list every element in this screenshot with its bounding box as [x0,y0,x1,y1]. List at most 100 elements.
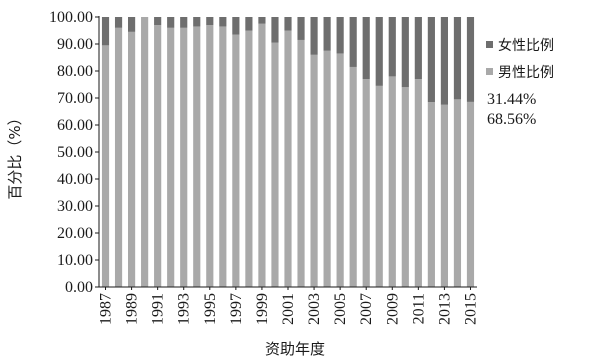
bar-male-2005 [336,53,344,288]
male-share-value: 68.56% [487,111,537,128]
x-tick-label: 2003 [306,293,323,325]
legend: 女性比例 男性比例 [486,31,586,85]
bar-male-2004 [323,50,331,287]
y-axis-title: 百分比（%） [6,110,24,199]
bar-female-1997 [232,17,240,35]
legend-swatch-male [486,68,493,75]
bar-male-1999 [258,23,266,287]
x-tick-label: 2007 [358,293,375,325]
bar-male-2011 [414,79,422,287]
bar-male-2003 [310,54,318,287]
bar-female-2004 [323,17,331,51]
bar-female-1998 [245,17,253,31]
bar-female-2002 [297,17,305,40]
bar-female-1995 [206,17,214,26]
x-tick-label: 1991 [150,293,167,325]
bar-male-2009 [388,76,396,288]
x-tick-label: 2011 [410,293,427,324]
bar-male-1992 [167,27,175,288]
bars-group [101,17,475,288]
x-tick-label: 1989 [124,293,141,325]
bar-female-1989 [128,17,136,32]
x-axis-title: 资助年度 [265,340,325,358]
bar-male-1996 [219,26,227,287]
bar-male-1988 [114,27,123,288]
legend-item-male: 男性比例 [486,58,586,85]
bar-female-2010 [401,17,409,88]
bar-female-1993 [180,17,188,28]
bar-male-2010 [401,87,409,287]
bar-female-2007 [362,17,370,80]
bar-male-1987 [101,45,110,287]
y-tick-label: 90.00 [57,36,93,53]
bar-female-1999 [258,17,266,24]
x-tick-label: 1987 [98,293,115,325]
x-tick-label: 1993 [176,293,193,325]
bar-male-1995 [206,25,214,287]
bar-male-2007 [362,79,370,287]
bar-female-2005 [336,17,344,54]
bar-female-1992 [167,17,175,28]
y-tick-label: 40.00 [57,171,93,188]
legend-label-female: 女性比例 [498,37,554,54]
bar-male-2006 [349,66,357,287]
x-tick-label: 1995 [202,293,219,325]
bar-female-2006 [349,17,357,67]
x-tick-label: 2009 [384,293,401,325]
y-tick-label: 70.00 [57,90,93,107]
bar-female-1994 [193,17,201,27]
y-tick-label: 0.00 [65,279,93,296]
y-tick-label: 80.00 [57,63,93,80]
y-tick-label: 100.00 [49,9,93,26]
y-ticks-group: 0.00 10.00 20.00 30.00 40.00 50.00 60.00 70.00 8… [49,9,99,296]
bar-female-1987 [101,17,110,46]
y-tick-label: 60.00 [57,117,93,134]
bar-female-2013 [440,17,448,105]
x-ticks-group: 1987 1989 1991 1993 1995 1997 1999 2001 2003 2005… [98,287,479,325]
bar-female-2011 [414,17,422,80]
y-tick-label: 50.00 [57,144,93,161]
bar-male-2015 [466,101,475,287]
bar-male-1989 [128,31,136,287]
x-tick-label: 2013 [436,293,453,325]
bar-female-2003 [310,17,318,55]
bar-female-2015 [466,17,475,102]
x-tick-label: 2015 [462,293,479,325]
y-tick-label: 10.00 [57,252,93,269]
bar-female-2008 [375,17,383,86]
bar-female-1988 [114,17,123,28]
bar-male-1994 [193,26,201,287]
legend-swatch-female [486,41,493,48]
x-tick-label: 2001 [280,293,297,325]
summary-values: 31.44% 68.56% [487,90,536,130]
bar-female-2009 [388,17,396,77]
bar-male-2008 [375,85,383,287]
x-tick-label: 1997 [228,293,245,325]
female-share-value: 31.44% [487,91,537,108]
bar-male-2001 [284,30,292,287]
bar-male-1998 [245,30,253,287]
y-tick-label: 20.00 [57,225,93,242]
x-tick-label: 1999 [254,293,271,325]
bar-female-2001 [284,17,292,31]
bar-male-2002 [297,39,305,288]
bar-male-1991 [154,25,162,287]
bar-male-2014 [453,99,462,287]
legend-item-female: 女性比例 [486,31,586,58]
y-tick-label: 30.00 [57,198,93,215]
bar-male-2013 [440,104,448,287]
x-tick-label: 2005 [332,293,349,325]
legend-label-male: 男性比例 [498,64,554,81]
bar-female-2000 [271,17,279,43]
bar-male-1990 [141,17,149,287]
bar-female-1996 [219,17,227,27]
bar-female-2012 [427,17,435,103]
bar-male-2000 [271,42,279,288]
bar-male-2012 [427,102,435,287]
bar-male-1993 [180,27,188,288]
bar-male-1997 [232,34,240,287]
bar-female-2014 [453,17,462,100]
bar-female-1991 [154,17,162,26]
